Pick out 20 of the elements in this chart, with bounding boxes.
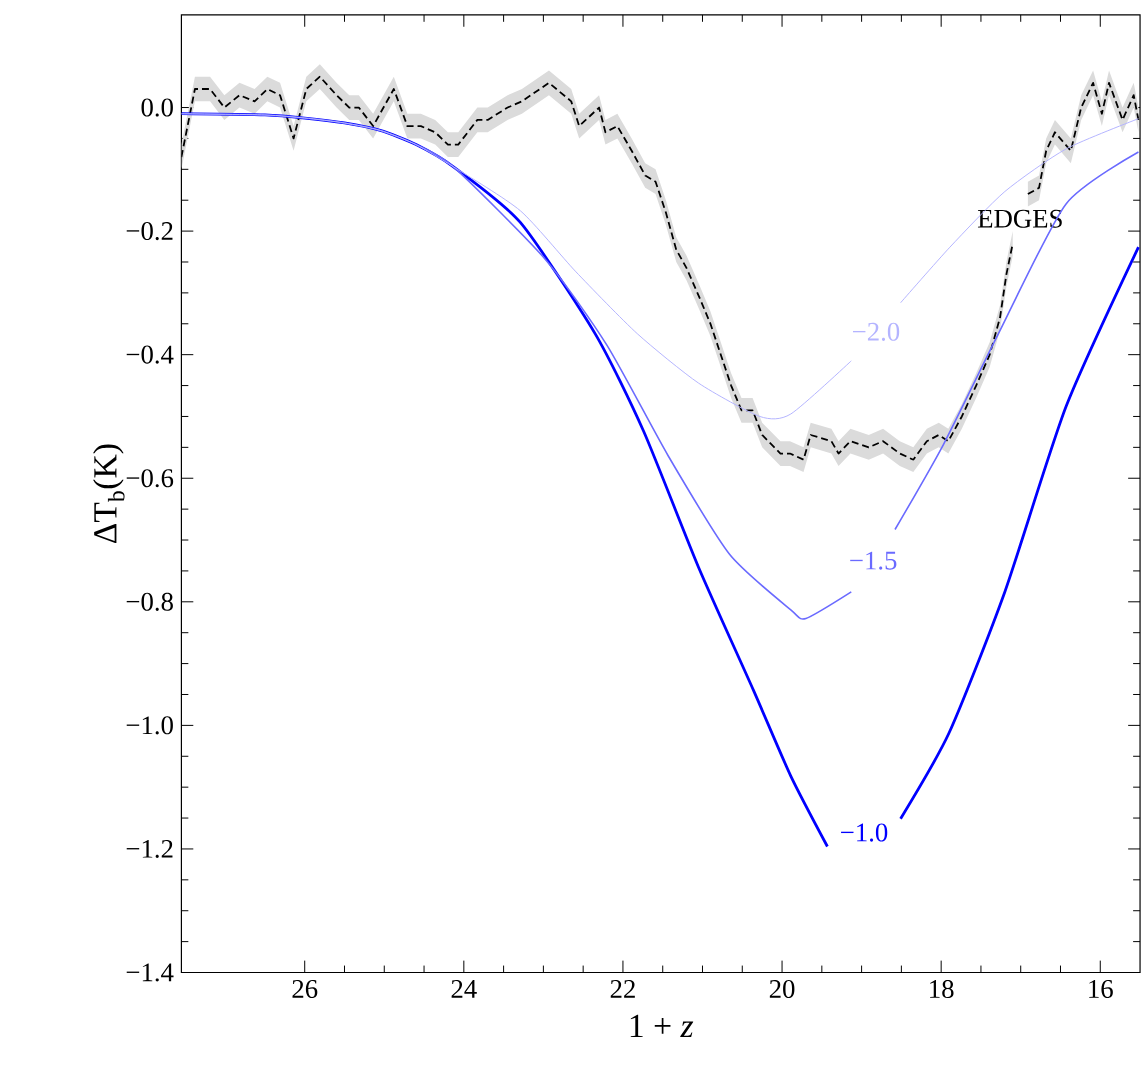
x-tick-label: 20 <box>769 980 795 999</box>
y-tick-label: −1.2 <box>126 840 173 859</box>
x-axis-title: 1 + z <box>630 1014 694 1038</box>
y-tick-label: −1.0 <box>126 716 173 735</box>
x-tick-label: 18 <box>930 980 954 999</box>
x-tick-label: 16 <box>1089 980 1113 999</box>
series-label: EDGES <box>977 209 1062 228</box>
y-axis-title: ΔT$_{b}$(K) <box>93 444 125 544</box>
y-tick-label: −0.6 <box>126 469 174 488</box>
series-label: −2.0 <box>852 322 900 342</box>
y-tick-label: −0.4 <box>126 345 174 364</box>
y-tick-label: −1.4 <box>126 963 174 982</box>
y-tick-label: −0.8 <box>126 592 173 612</box>
y-tick-label: −0.2 <box>126 222 173 241</box>
x-tick-label: 22 <box>610 980 635 998</box>
x-tick-label: 26 <box>292 980 318 999</box>
series-label: −1.5 <box>850 551 897 570</box>
y-tick-label: 0.0 <box>141 98 173 117</box>
x-tick-label: 24 <box>451 980 477 998</box>
series-label: −1.0 <box>841 823 888 842</box>
